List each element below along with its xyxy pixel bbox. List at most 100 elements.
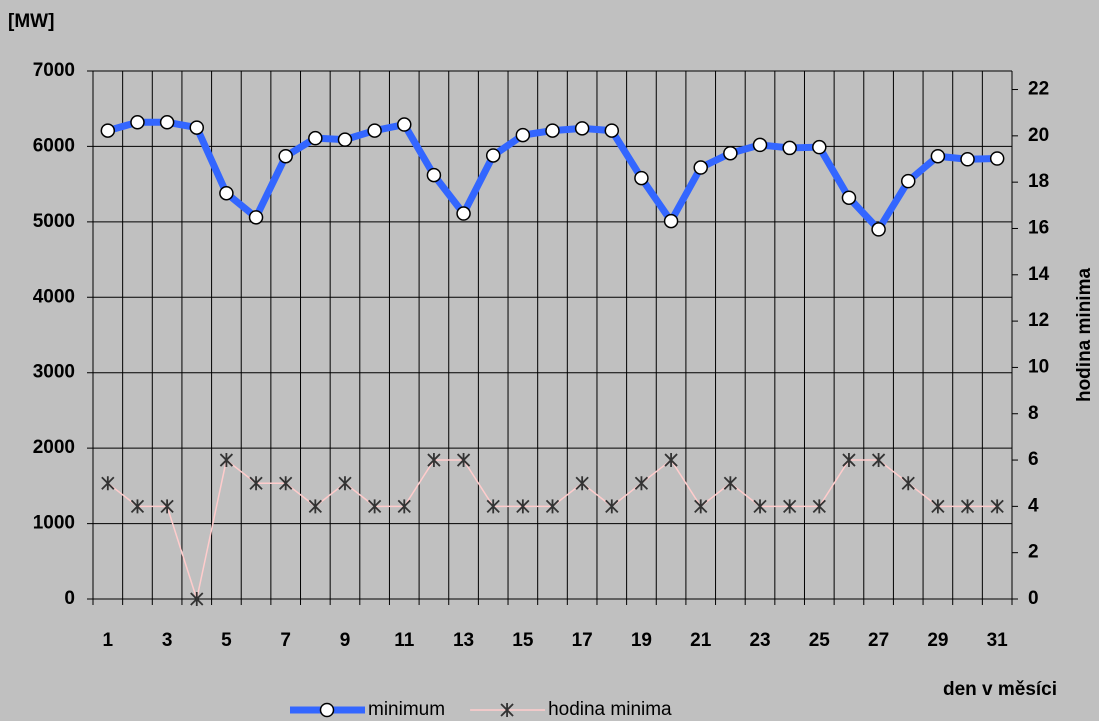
marker [426, 167, 442, 183]
x-tick-label: 17 [572, 630, 593, 651]
marker [842, 453, 856, 468]
marker [723, 145, 738, 161]
marker [367, 123, 382, 138]
legend-label: minimum [368, 699, 445, 720]
marker [664, 453, 678, 468]
y2-tick-label: 2 [1028, 542, 1039, 563]
x-tick-label: 29 [927, 630, 948, 651]
x-tick-label: 1 [103, 630, 114, 651]
marker [485, 148, 501, 163]
marker [159, 115, 175, 130]
marker [723, 476, 738, 491]
y-tick-label: 4000 [33, 286, 75, 307]
y2-tick-label: 10 [1028, 356, 1049, 377]
marker [486, 499, 500, 514]
y2-tick-label: 20 [1028, 125, 1049, 146]
y-tick-label: 0 [64, 588, 75, 609]
x-tick-label: 9 [340, 630, 351, 651]
y2-tick-label: 22 [1028, 79, 1049, 100]
y2-tick-label: 14 [1028, 264, 1050, 285]
marker [249, 476, 263, 491]
marker [456, 206, 471, 221]
marker [900, 173, 916, 189]
marker [930, 148, 946, 164]
marker [901, 476, 915, 491]
marker [634, 170, 649, 186]
marker [130, 115, 145, 130]
x-tick-label: 19 [631, 630, 652, 651]
y-tick-label: 3000 [33, 362, 75, 383]
y2-tick-label: 16 [1028, 217, 1049, 238]
marker [190, 592, 204, 606]
y-tick-label: 2000 [33, 437, 75, 458]
marker [279, 476, 293, 491]
marker [783, 499, 797, 514]
marker [397, 117, 412, 132]
y2-tick-label: 0 [1028, 588, 1039, 609]
legend-marker [319, 702, 335, 718]
marker [278, 148, 293, 164]
marker [160, 499, 174, 514]
marker [338, 476, 352, 491]
legend-marker [500, 703, 514, 717]
marker [752, 137, 768, 153]
x-tick-label: 23 [749, 630, 770, 651]
marker [812, 139, 827, 155]
marker [605, 499, 619, 514]
legend-label: hodina minima [548, 699, 672, 720]
marker [841, 190, 857, 205]
marker [456, 453, 471, 468]
x-tick-label: 27 [868, 630, 889, 651]
y2-tick-label: 8 [1028, 403, 1039, 424]
marker [101, 476, 115, 491]
x-tick-label: 21 [690, 630, 712, 651]
marker [367, 499, 382, 514]
x-tick-label: 15 [512, 630, 534, 651]
marker [931, 499, 945, 514]
y2-tick-label: 4 [1028, 495, 1039, 516]
y2-tick-label: 12 [1028, 310, 1049, 331]
marker [219, 453, 234, 468]
y-tick-label: 7000 [33, 60, 75, 81]
marker [130, 499, 145, 514]
marker [960, 499, 975, 514]
x-axis-label: den v měsíci [943, 679, 1057, 700]
marker [960, 152, 975, 167]
x-tick-label: 5 [221, 630, 232, 651]
marker [871, 222, 886, 237]
marker [604, 123, 620, 138]
marker [812, 499, 826, 514]
x-tick-label: 31 [987, 630, 1009, 651]
marker [337, 132, 353, 147]
marker [871, 453, 886, 468]
marker [663, 213, 679, 229]
x-tick-label: 13 [453, 630, 474, 651]
x-tick-label: 25 [809, 630, 831, 651]
marker [575, 476, 589, 491]
marker [990, 499, 1004, 514]
y-tick-label: 5000 [33, 211, 75, 232]
y-tick-label: 1000 [33, 513, 75, 534]
marker [427, 453, 441, 468]
marker [515, 127, 531, 143]
marker [782, 140, 797, 156]
marker [308, 130, 323, 146]
y2-tick-label: 6 [1028, 449, 1039, 470]
y-tick-label: 6000 [33, 135, 75, 156]
marker [516, 499, 530, 514]
marker [397, 499, 411, 514]
x-tick-label: 3 [162, 630, 173, 651]
marker [545, 123, 560, 138]
marker [219, 185, 234, 201]
y2-axis-label: hodina minima [1074, 268, 1095, 403]
x-tick-label: 7 [280, 630, 291, 651]
marker [753, 499, 767, 514]
x-tick-label: 11 [394, 630, 415, 651]
marker [545, 499, 560, 514]
marker [100, 123, 116, 138]
y2-tick-label: 18 [1028, 171, 1049, 192]
marker [574, 121, 590, 136]
marker [693, 160, 708, 175]
